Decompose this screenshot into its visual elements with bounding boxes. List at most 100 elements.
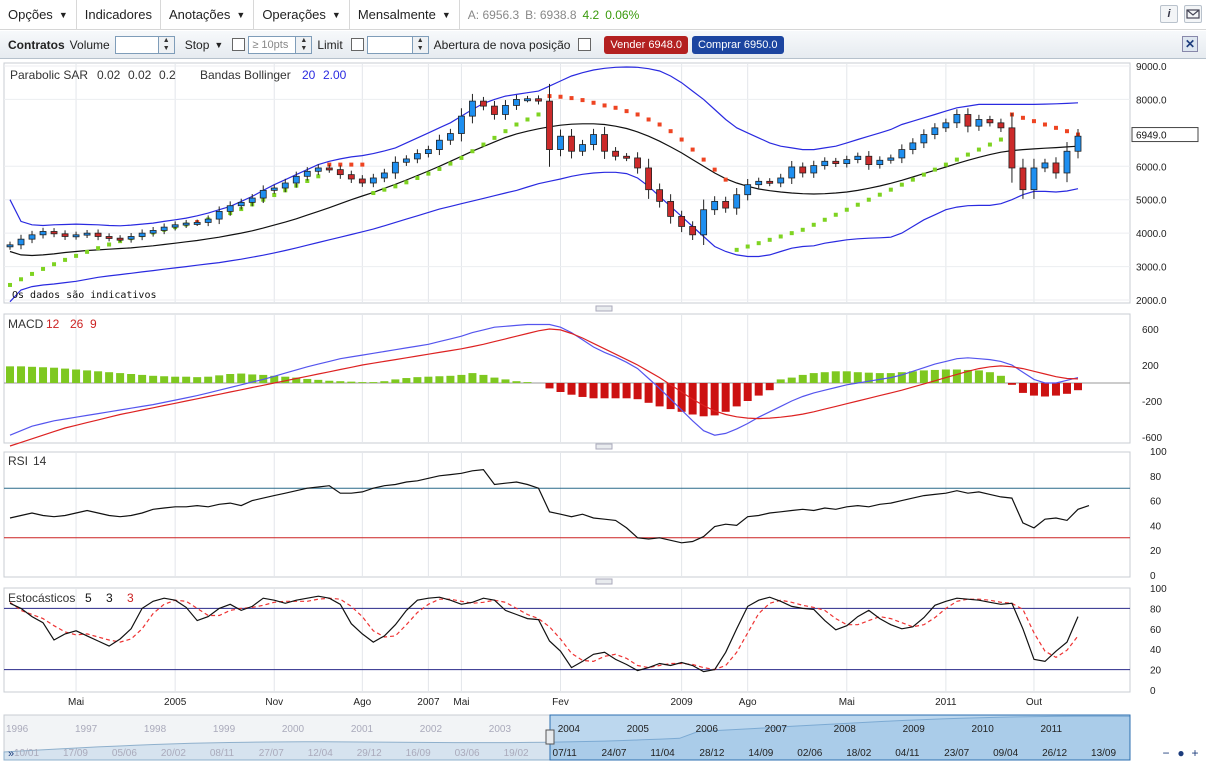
candle-body bbox=[920, 134, 928, 144]
candle-body bbox=[204, 218, 212, 223]
macd-histogram-bar bbox=[831, 371, 840, 383]
macd-histogram-bar bbox=[589, 383, 598, 399]
sar-dot bbox=[690, 147, 695, 152]
candle-body bbox=[480, 100, 487, 107]
navigator-selection bbox=[549, 714, 1131, 761]
macd-histogram-bar bbox=[985, 372, 994, 383]
navigator[interactable]: 1996 1997 1998 1999 2000 2001 2002 2003 2004 2005… bbox=[3, 714, 1199, 761]
bollinger-middle-line bbox=[9, 123, 1079, 257]
stoch-tick-label: 80 bbox=[1150, 604, 1162, 615]
candle-body bbox=[270, 187, 278, 191]
sar-dot bbox=[866, 197, 871, 202]
candle-body bbox=[810, 165, 818, 174]
macd-histogram-bar bbox=[292, 377, 301, 383]
rsi-tick-label: 0 bbox=[1150, 571, 1156, 582]
chart-area[interactable]: 9000.08000.06949.06000.05000.04000.03000… bbox=[0, 60, 1206, 770]
chevron-down-icon: ▼ bbox=[441, 9, 451, 20]
candle-body bbox=[799, 166, 807, 174]
rsi-tick-label: 80 bbox=[1150, 472, 1162, 483]
sar-dot bbox=[635, 112, 640, 117]
sar-dot bbox=[954, 157, 959, 162]
x-axis-label: Nov bbox=[265, 697, 283, 708]
macd-histogram-bar bbox=[864, 372, 873, 383]
zoom-out-icon[interactable]: − bbox=[1162, 746, 1169, 760]
sar-dot bbox=[789, 231, 794, 236]
info-icon[interactable]: i bbox=[1160, 5, 1178, 23]
zoom-in-icon[interactable]: + bbox=[1191, 746, 1198, 760]
mail-icon[interactable] bbox=[1184, 5, 1202, 23]
close-icon[interactable]: ✕ bbox=[1182, 36, 1198, 52]
stochastic-panel bbox=[4, 595, 1130, 673]
panel-resize-handle bbox=[595, 443, 613, 450]
candle-body bbox=[436, 139, 443, 150]
stoch-tick-label: 20 bbox=[1150, 666, 1162, 677]
navigator-date-label: 27/07 bbox=[259, 748, 284, 759]
macd-histogram-bar bbox=[50, 367, 59, 383]
candle-body bbox=[733, 194, 741, 209]
candle-body bbox=[105, 236, 113, 239]
sar-dot bbox=[492, 135, 497, 140]
zoom-reset-icon[interactable]: ● bbox=[1177, 746, 1184, 760]
price-tick-label: 9000.0 bbox=[1136, 62, 1167, 73]
x-axis-label: 2007 bbox=[417, 697, 440, 708]
macd-histogram-bar bbox=[94, 371, 103, 383]
macd-histogram-bar bbox=[853, 372, 862, 383]
stop-stepper[interactable]: ▲ ▼ bbox=[296, 35, 313, 54]
sar-dot bbox=[514, 122, 519, 127]
volume-input[interactable] bbox=[114, 35, 159, 54]
stop-checkbox[interactable] bbox=[232, 38, 246, 51]
volume-stepper[interactable]: ▲ ▼ bbox=[158, 35, 175, 54]
panel-frame bbox=[3, 587, 1131, 693]
panel-frame bbox=[3, 313, 1131, 444]
candle-body bbox=[766, 180, 774, 184]
sar-dot bbox=[976, 147, 981, 152]
limit-checkbox[interactable] bbox=[350, 38, 364, 51]
macd-histogram-bar bbox=[138, 374, 147, 383]
navigator-date-label: 11/04 bbox=[650, 748, 675, 759]
macd-histogram-bar bbox=[435, 376, 444, 383]
macd-histogram-bar bbox=[897, 372, 906, 383]
limit-stepper[interactable]: ▲ ▼ bbox=[412, 35, 429, 54]
navigator-year-label: 2005 bbox=[627, 724, 650, 735]
menu-opcoes[interactable]: Opções ▼ bbox=[0, 0, 77, 30]
sar-dot bbox=[734, 247, 739, 252]
sar-dot bbox=[8, 282, 12, 287]
macd-histogram-bar bbox=[39, 367, 48, 383]
navigator-date-label: 29/12 bbox=[357, 748, 382, 759]
candle-body bbox=[590, 134, 597, 145]
stoch-tick-label: 40 bbox=[1150, 645, 1162, 656]
candle-body bbox=[744, 184, 752, 196]
candle-body bbox=[502, 105, 509, 115]
menu-periodo[interactable]: Mensalmente ▼ bbox=[350, 0, 460, 30]
sell-button[interactable]: Vender 6948.0 bbox=[604, 35, 688, 54]
candle-body bbox=[700, 209, 708, 236]
candle-body bbox=[292, 175, 300, 184]
sar-dot bbox=[558, 94, 563, 99]
macd-histogram-bar bbox=[908, 371, 917, 383]
navigator-year-label: 2011 bbox=[1041, 724, 1063, 735]
stoch-legend-label: Estocásticos bbox=[8, 591, 75, 605]
candle-body bbox=[513, 99, 520, 106]
candle-body bbox=[524, 98, 531, 102]
stop-chevron-down-icon[interactable]: ▼ bbox=[214, 39, 224, 50]
stop-input[interactable]: ≥ 10pts bbox=[248, 35, 297, 54]
buy-button[interactable]: Comprar 6950.0 bbox=[692, 35, 784, 54]
price-tick-label: 4000.0 bbox=[1136, 229, 1167, 240]
macd-histogram-bar bbox=[303, 378, 312, 383]
macd-histogram-bar bbox=[1040, 383, 1049, 397]
macd-histogram-bar bbox=[919, 370, 928, 383]
limit-input[interactable] bbox=[366, 35, 413, 54]
menu-operacoes[interactable]: Operações ▼ bbox=[254, 0, 350, 30]
new-position-checkbox[interactable] bbox=[578, 38, 592, 51]
x-axis-label: Ago bbox=[739, 697, 757, 708]
menu-indicadores[interactable]: Indicadores bbox=[77, 0, 161, 30]
candle-body bbox=[469, 100, 476, 117]
macd-histogram-bar bbox=[611, 383, 620, 399]
macd-histogram-bar bbox=[237, 373, 246, 383]
sar-dot bbox=[437, 166, 442, 171]
candle-body bbox=[931, 127, 939, 135]
menu-anotacoes[interactable]: Anotações ▼ bbox=[161, 0, 255, 30]
stoch-param-2: 3 bbox=[106, 591, 113, 605]
macd-histogram-bar bbox=[875, 373, 884, 383]
navigator-year-label: 2001 bbox=[351, 724, 374, 735]
